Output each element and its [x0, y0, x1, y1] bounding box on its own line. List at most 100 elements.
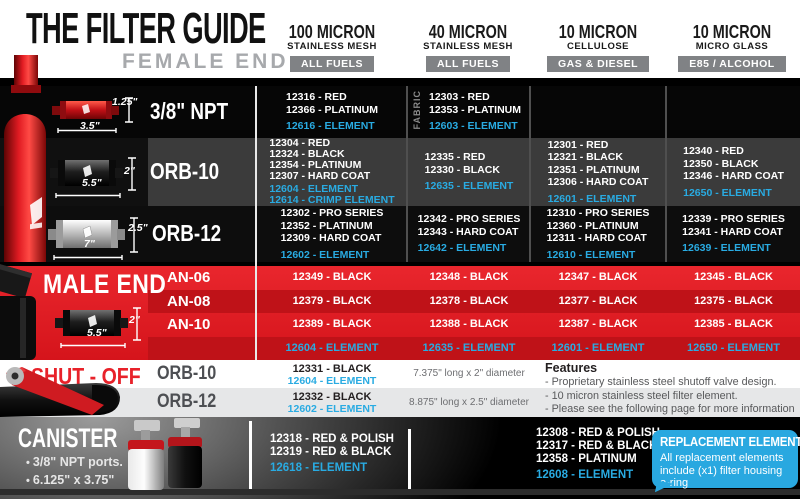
column-divider — [249, 421, 252, 489]
table-cell: 12316 - RED 12366 - PLATINUM 12616 - ELEM… — [258, 86, 406, 138]
table-cell: 12308 - RED & POLISH 12317 - RED & BLACK 1… — [531, 423, 665, 485]
column-micron: 100 MICRON — [288, 22, 376, 42]
column-media: MICRO GLASS — [695, 41, 769, 52]
table-cell: 12302 - PRO SERIES 12352 - PLATINUM 12309 … — [258, 206, 406, 262]
column-header-10-micron-glass: 10 MICRON MICRO GLASS E85 / ALCOHOL — [657, 22, 800, 72]
page-subtitle: FEMALE END — [122, 50, 289, 73]
element-numbers: 12604 - ELEMENT 12614 - CRIMP ELEMENT — [269, 183, 395, 207]
table-cell: 12340 - RED 12350 - BLACK 12346 - HARD COA… — [667, 138, 800, 206]
orb10-filter-image — [50, 157, 136, 198]
canister-specs: 3/8" NPT ports.6.125" x 3.75" — [26, 454, 123, 490]
bottom-strip — [0, 489, 800, 495]
npt-length-dim: 3.5" — [80, 120, 100, 132]
canister-title: CANISTER — [18, 423, 118, 453]
column-header-100-micron: 100 MICRON STAINLESS MESH ALL FUELS — [257, 22, 407, 72]
features-title: Features — [545, 361, 598, 375]
row-label-orb12: ORB-12 — [152, 220, 222, 246]
part-numbers: 12301 - RED 12321 - BLACK 12351 - PLATINUM… — [547, 138, 649, 189]
fuel-badge: GAS & DIESEL — [546, 56, 650, 72]
element-numbers: 12635 - ELEMENT — [424, 180, 514, 193]
part-numbers: 12342 - PRO SERIES 12343 - HARD COAT — [417, 213, 521, 238]
part-numbers: 12339 - PRO SERIES 12341 - HARD COAT — [682, 213, 785, 238]
part-numbers: 12302 - PRO SERIES 12352 - PLATINUM 12309 … — [280, 207, 384, 244]
table-cell: 12348 - BLACK — [429, 271, 509, 283]
table-cell: FABRIC 12303 - RED 12353 - PLATINUM 12603… — [409, 86, 529, 138]
element-numbers: 12642 - ELEMENT — [417, 242, 507, 255]
table-cell: 12301 - RED 12321 - BLACK 12351 - PLATINUM… — [531, 138, 665, 206]
male-row-stripe — [148, 290, 800, 313]
column-media: STAINLESS MESH — [423, 41, 513, 52]
header-divider-bar — [0, 78, 800, 86]
table-cell: 12331 - BLACK 12604 - ELEMENT — [258, 363, 406, 387]
male-filter-image — [55, 307, 141, 348]
element-numbers: 12603 - ELEMENT — [429, 120, 518, 133]
orb10-length-dim: 5.5" — [82, 177, 102, 189]
table-cell: 12389 - BLACK — [292, 318, 372, 330]
shutoff-label-orb10: ORB-10 — [157, 363, 217, 384]
fuel-badge: ALL FUELS — [425, 56, 511, 72]
row-label-orb10: ORB-10 — [150, 158, 220, 184]
red-filter-bottle-image — [4, 55, 46, 263]
page-title: THE FILTER GUIDE — [26, 4, 266, 53]
part-numbers: 12316 - RED 12366 - PLATINUM — [286, 91, 378, 116]
column-divider — [408, 429, 411, 489]
table-cell: 12379 - BLACK — [292, 295, 372, 307]
table-cell: 12604 - ELEMENT — [285, 342, 379, 354]
part-numbers: 12340 - RED 12350 - BLACK 12346 - HARD COA… — [683, 145, 784, 182]
part-numbers: 12318 - RED & POLISH 12319 - RED & BLACK — [270, 433, 394, 458]
shutoff-dims-orb12: 8.875" long x 2.5" diameter — [409, 397, 529, 408]
canister-filters-image — [128, 418, 202, 490]
callout-title: REPLACEMENT ELEMENTS — [660, 435, 800, 449]
element-numbers: 12601 - ELEMENT — [547, 192, 637, 205]
column-divider — [406, 86, 408, 262]
orb10-height-dim: 2" — [124, 165, 135, 177]
column-divider — [529, 86, 531, 262]
column-divider — [665, 86, 667, 262]
element-numbers: 12610 - ELEMENT — [546, 248, 636, 261]
male-height-dim: 2" — [129, 314, 140, 326]
table-cell: 12304 - RED 12324 - BLACK 12354 - PLATINUM… — [258, 138, 406, 206]
table-cell: 12385 - BLACK — [694, 318, 773, 330]
male-fitting-image — [0, 262, 36, 360]
column-micron: 10 MICRON — [692, 22, 772, 42]
element-numbers: 12639 - ELEMENT — [682, 242, 771, 255]
table-cell: 12310 - PRO SERIES 12360 - PLATINUM 12311 … — [531, 206, 665, 262]
part-numbers: 12310 - PRO SERIES 12360 - PLATINUM 12311 … — [546, 207, 650, 244]
column-header-40-micron: 40 MICRON STAINLESS MESH ALL FUELS — [393, 22, 543, 72]
table-cell: 12387 - BLACK — [558, 318, 638, 330]
male-end-title: MALE END — [43, 269, 167, 299]
part-numbers: 12304 - RED 12324 - BLACK 12354 - PLATINUM… — [269, 137, 371, 182]
element-numbers: 12650 - ELEMENT — [683, 186, 772, 199]
column-header-10-micron-cellulose: 10 MICRON CELLULOSE GAS & DIESEL — [523, 23, 673, 72]
part-numbers: 12303 - RED 12353 - PLATINUM — [429, 91, 521, 116]
fuel-badge: ALL FUELS — [289, 56, 375, 72]
label-column-divider — [255, 86, 257, 360]
element-number: 12608 - ELEMENT — [536, 468, 634, 481]
features-block: Features - Proprietary stainless steel s… — [545, 361, 795, 417]
part-numbers: 12308 - RED & POLISH 12317 - RED & BLACK 1… — [536, 426, 660, 465]
npt-filter-image — [52, 97, 133, 133]
row-label-an08: AN-08 — [167, 293, 211, 310]
table-cell: 12342 - PRO SERIES 12343 - HARD COAT 1264… — [409, 206, 529, 262]
column-micron: 40 MICRON — [428, 22, 508, 42]
shutoff-label-orb12: ORB-12 — [157, 391, 217, 412]
shutoff-dims-orb10: 7.375" long x 2" diameter — [413, 368, 525, 379]
column-media: STAINLESS MESH — [287, 41, 377, 52]
section-divider — [0, 262, 800, 266]
part-number: 12331 - BLACK — [292, 363, 372, 375]
fuel-badge: E85 / ALCOHOL — [678, 56, 786, 72]
row-label-an10: AN-10 — [167, 316, 211, 333]
table-cell: 12349 - BLACK — [292, 271, 372, 283]
table-cell: 12635 - ELEMENT — [422, 342, 516, 354]
shutoff-row-stripe — [0, 388, 800, 417]
row-label-npt: 3/8" NPT — [150, 98, 229, 124]
male-row-stripe — [148, 337, 800, 360]
callout-body: All replacement elements include (x1) fi… — [660, 452, 784, 489]
fabric-side-note: FABRIC — [412, 90, 422, 130]
row-label-an06: AN-06 — [167, 269, 211, 286]
table-cell: 12347 - BLACK — [558, 271, 638, 283]
element-numbers: 12616 - ELEMENT — [286, 120, 375, 133]
table-cell: 12601 - ELEMENT — [551, 342, 645, 354]
table-cell: 12375 - BLACK — [694, 295, 773, 307]
orb12-filter-image — [48, 217, 138, 260]
